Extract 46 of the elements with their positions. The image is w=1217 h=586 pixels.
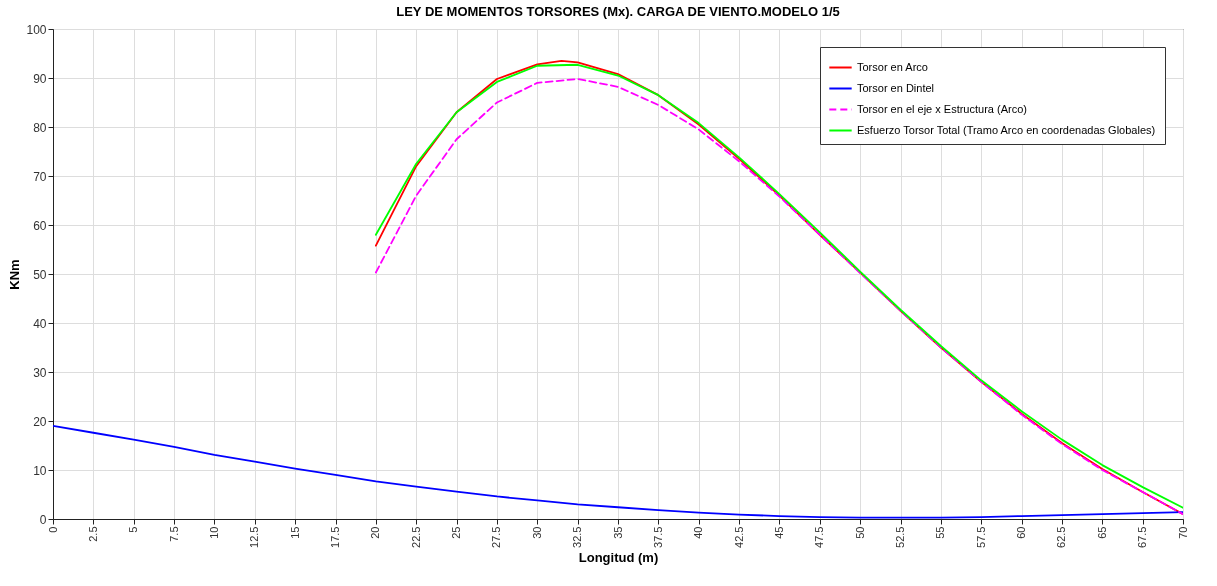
y-axis-title: KNm <box>7 259 23 290</box>
y-tick-label: 30 <box>33 365 47 380</box>
x-tick-label: 10 <box>207 526 220 539</box>
y-tick-label: 80 <box>33 120 47 135</box>
x-tick-label: 37.5 <box>651 526 664 548</box>
y-tick-label: 10 <box>33 463 47 478</box>
legend-label: Torsor en el eje x Estructura (Arco) <box>857 102 1027 115</box>
x-tick-label: 40 <box>692 526 705 539</box>
x-tick-label: 27.5 <box>490 526 503 548</box>
x-tick-label: 70 <box>1176 526 1189 539</box>
chart-title: LEY DE MOMENTOS TORSORES (Mx). CARGA DE VIENTO.MODELO 1/5 <box>396 4 840 19</box>
x-tick-label: 57.5 <box>974 526 987 548</box>
legend-label: Esfuerzo Torsor Total (Tramo Arco en coordenadas Globales) <box>857 123 1156 136</box>
x-tick-label: 47.5 <box>813 526 826 548</box>
x-tick-label: 50 <box>853 526 866 539</box>
x-tick-label: 35 <box>611 526 624 539</box>
y-tick-label: 90 <box>33 71 47 86</box>
x-tick-label: 2.5 <box>86 526 99 542</box>
x-tick-label: 65 <box>1095 526 1108 539</box>
x-tick-label: 42.5 <box>732 526 745 548</box>
x-tick-label: 17.5 <box>329 526 341 548</box>
legend-label: Torsor en Dintel <box>857 81 935 94</box>
x-tick-label: 30 <box>530 526 543 539</box>
x-tick-label: 55 <box>934 526 947 539</box>
x-tick-label: 12.5 <box>248 526 261 548</box>
legend-label: Torsor en Arco <box>857 60 928 73</box>
y-tick-label: 100 <box>26 22 47 37</box>
x-tick-label: 60 <box>1015 526 1028 539</box>
x-tick-label: 25 <box>450 526 463 539</box>
y-tick-label: 50 <box>33 267 47 282</box>
x-tick-label: 15 <box>288 526 301 539</box>
x-tick-label: 32.5 <box>571 526 584 548</box>
x-tick-label: 52.5 <box>894 526 906 548</box>
x-tick-label: 20 <box>369 526 382 539</box>
x-tick-label: 62.5 <box>1055 526 1068 548</box>
y-tick-label: 40 <box>33 316 47 331</box>
x-tick-label: 7.5 <box>167 526 180 542</box>
x-tick-label: 67.5 <box>1136 526 1149 548</box>
y-tick-label: 20 <box>33 414 47 429</box>
y-tick-label: 60 <box>33 218 47 233</box>
x-tick-label: 0 <box>46 526 59 533</box>
y-tick-label: 70 <box>33 169 47 184</box>
x-tick-label: 45 <box>772 526 785 539</box>
x-tick-label: 22.5 <box>409 526 422 548</box>
x-axis-title: Longitud (m) <box>578 549 659 565</box>
x-tick-label: 5 <box>127 526 140 533</box>
